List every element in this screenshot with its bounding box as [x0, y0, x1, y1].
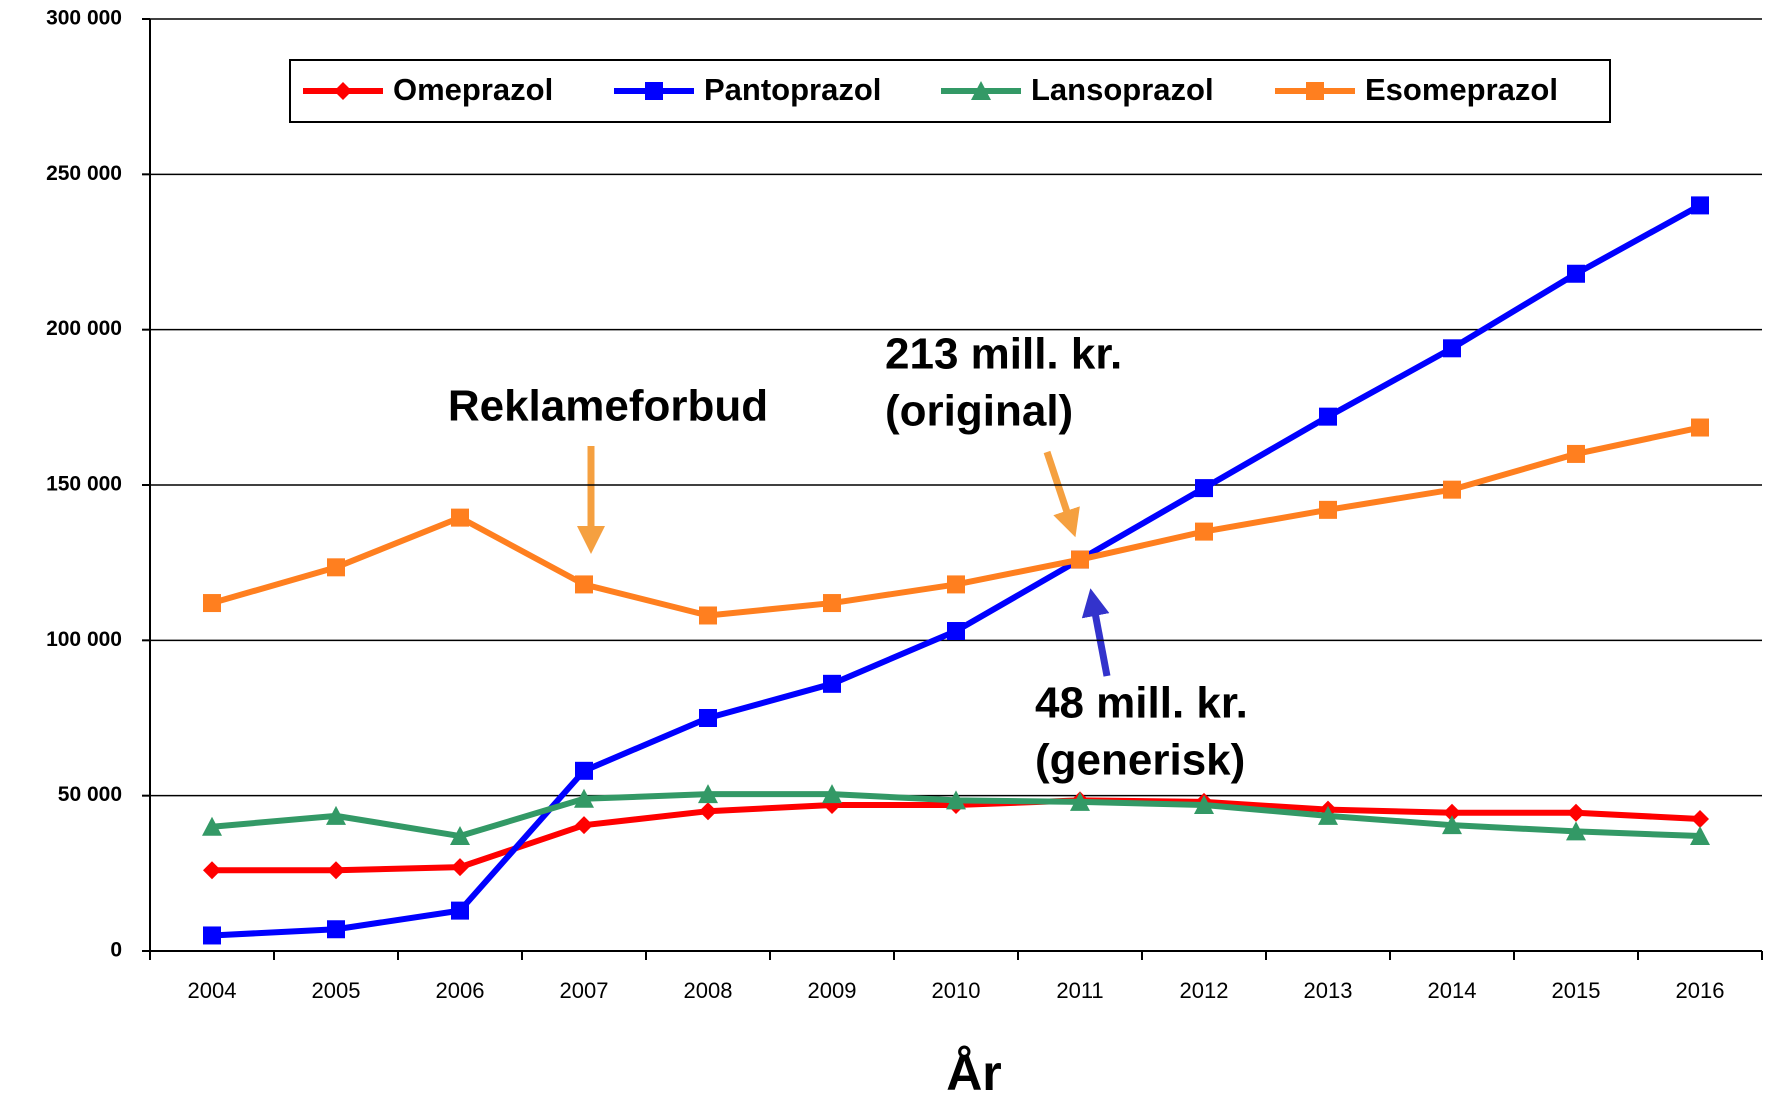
marker [450, 826, 470, 846]
marker [575, 575, 593, 594]
marker [1567, 803, 1585, 822]
marker [822, 784, 842, 804]
y-tick-label: 200 000 [46, 317, 122, 340]
x-tick-label: 2009 [808, 978, 857, 1003]
marker [1071, 550, 1089, 569]
marker [1070, 791, 1090, 811]
x-tick-label: 2011 [1056, 978, 1103, 1003]
annotation: 48 mill. kr. [1035, 679, 1248, 728]
marker [203, 594, 221, 613]
x-tick-label: 2010 [932, 978, 981, 1003]
x-tick-label: 2005 [312, 978, 361, 1003]
legend-label: Omeprazol [393, 72, 553, 107]
y-tick-label: 150 000 [46, 473, 122, 496]
marker [327, 920, 345, 939]
marker [645, 82, 663, 100]
legend-label: Esomeprazol [1365, 72, 1558, 107]
x-axis-label: År [946, 1045, 1002, 1099]
marker [326, 805, 346, 825]
marker [699, 802, 717, 821]
marker [1567, 264, 1585, 283]
legend-label: Pantoprazol [704, 72, 881, 107]
marker [699, 709, 717, 727]
annotation: (original) [885, 387, 1073, 436]
marker [1566, 821, 1586, 841]
marker [575, 816, 593, 835]
marker [1691, 809, 1709, 828]
marker [334, 82, 352, 100]
marker [451, 858, 469, 877]
y-tick-label: 250 000 [46, 162, 122, 185]
marker [1443, 803, 1461, 822]
marker [823, 674, 841, 693]
marker [451, 901, 469, 920]
x-tick-label: 2007 [560, 978, 609, 1003]
y-tick-label: 100 000 [46, 628, 122, 651]
annotation-arrow [1081, 588, 1111, 677]
marker [698, 784, 718, 804]
marker [203, 926, 221, 945]
marker [1318, 805, 1338, 825]
marker [1194, 794, 1214, 814]
marker [1443, 480, 1461, 499]
marker [946, 790, 966, 810]
marker [1690, 826, 1710, 846]
x-tick-label: 2012 [1180, 978, 1229, 1003]
x-tick-label: 2006 [436, 978, 485, 1003]
x-tick-label: 2014 [1428, 978, 1477, 1003]
marker [202, 816, 222, 836]
y-tick-label: 50 000 [58, 783, 122, 806]
marker [947, 575, 965, 594]
x-tick-label: 2015 [1552, 978, 1601, 1003]
marker [1319, 407, 1337, 426]
marker [823, 594, 841, 613]
marker [1195, 479, 1213, 498]
y-tick-label: 0 [110, 939, 122, 962]
marker [971, 81, 991, 100]
marker [1306, 82, 1324, 100]
marker [203, 861, 221, 880]
marker [451, 508, 469, 527]
y-tick-label: 300 000 [46, 7, 122, 30]
marker [1691, 196, 1709, 215]
x-tick-label: 2008 [684, 978, 733, 1003]
marker [1443, 339, 1461, 358]
marker [574, 788, 594, 808]
marker [699, 606, 717, 625]
marker [327, 558, 345, 577]
annotation: Reklameforbud [448, 382, 768, 431]
marker [1567, 444, 1585, 463]
x-tick-label: 2013 [1304, 978, 1353, 1003]
marker [327, 861, 345, 880]
marker [1319, 500, 1337, 519]
marker [947, 622, 965, 641]
x-tick-label: 2004 [188, 978, 237, 1003]
annotation: (generisk) [1035, 736, 1245, 785]
x-tick-label: 2016 [1676, 978, 1725, 1003]
marker [1691, 418, 1709, 437]
annotation-arrow [1043, 450, 1080, 538]
annotation: 213 mill. kr. [885, 330, 1122, 379]
marker [1442, 815, 1462, 835]
marker [1195, 522, 1213, 541]
marker [575, 761, 593, 780]
legend-label: Lansoprazol [1031, 72, 1214, 107]
